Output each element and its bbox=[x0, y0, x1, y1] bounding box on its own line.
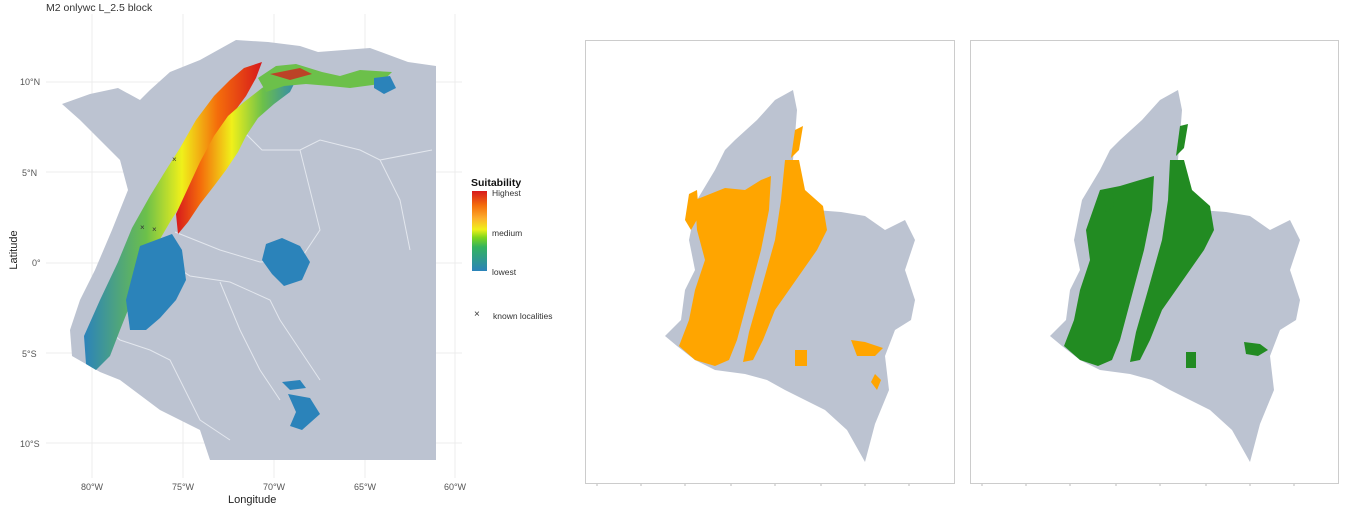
x-tick-marks bbox=[981, 484, 1295, 486]
legend-low-label: lowest bbox=[492, 267, 517, 277]
x-axis-label: Longitude bbox=[228, 494, 277, 506]
legend-title: Suitability bbox=[471, 177, 522, 189]
x-tick-marks bbox=[596, 484, 910, 486]
locality-marker: × bbox=[172, 155, 177, 164]
map-title: M2 onlywc L_2.5 block bbox=[46, 2, 153, 14]
x-tick: 80°W bbox=[81, 482, 104, 492]
y-tick: 0° bbox=[32, 258, 41, 268]
x-tick: 65°W bbox=[354, 482, 377, 492]
suitability-raster bbox=[84, 62, 396, 430]
binary-suitable-area bbox=[1064, 124, 1268, 368]
legend-mid-label: medium bbox=[492, 228, 523, 238]
y-tick-labels: 10°N 5°N 0° 5°S 10°S bbox=[20, 77, 41, 449]
binary-map-orange bbox=[585, 40, 955, 486]
x-tick-labels: 80°W 75°W 70°W 65°W 60°W bbox=[81, 482, 467, 492]
locality-legend-icon: × bbox=[474, 309, 480, 320]
x-tick: 75°W bbox=[172, 482, 195, 492]
locality-marker: × bbox=[152, 225, 157, 234]
legend-high-label: Highest bbox=[492, 188, 521, 198]
y-tick: 5°S bbox=[22, 349, 37, 359]
locality-marker: × bbox=[140, 223, 145, 232]
x-tick: 60°W bbox=[444, 482, 467, 492]
y-tick: 10°N bbox=[20, 77, 40, 87]
binary-map-green bbox=[970, 40, 1339, 486]
locality-legend-label: known localities bbox=[493, 311, 553, 321]
known-locality-markers: × × × bbox=[140, 155, 177, 234]
binary-suitable-area bbox=[679, 126, 883, 390]
land-mass bbox=[62, 40, 436, 460]
y-tick: 10°S bbox=[20, 439, 40, 449]
suitability-map: × × × 10°N 5°N 0° 5°S 10°S 80°W 75°W 70°… bbox=[20, 14, 467, 492]
suitability-colorbar bbox=[472, 191, 487, 271]
country-borders bbox=[95, 119, 433, 441]
y-tick: 5°N bbox=[22, 168, 37, 178]
x-tick: 70°W bbox=[263, 482, 286, 492]
